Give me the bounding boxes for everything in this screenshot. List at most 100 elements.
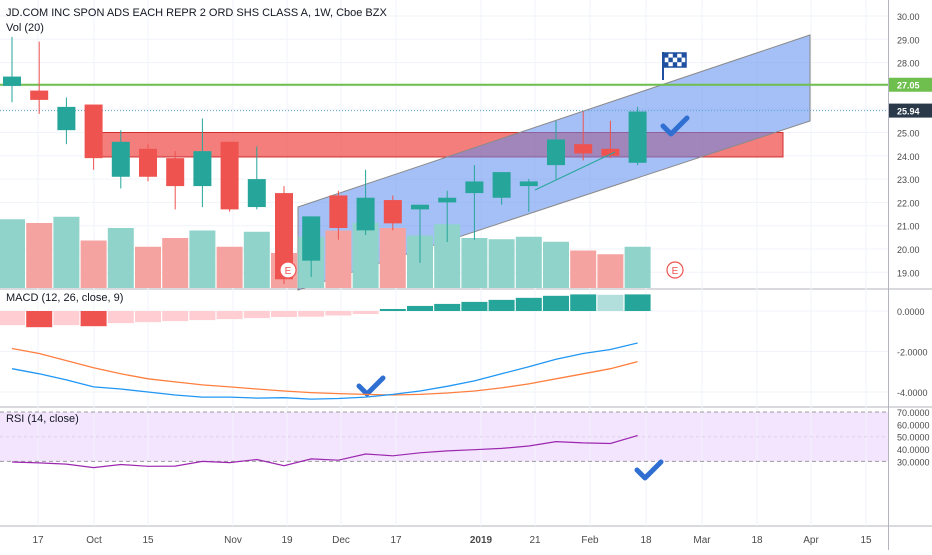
price-tick-label: 29.00 — [897, 35, 920, 45]
flag-icon — [668, 57, 673, 63]
volume-bar — [80, 240, 107, 288]
rsi-line — [11, 434, 638, 469]
rsi-tick-label: 60.0000 — [897, 420, 930, 430]
earnings-marker-label: E — [285, 266, 292, 277]
time-tick-label: Nov — [224, 535, 242, 546]
time-tick-label: 19 — [281, 535, 293, 546]
rsi-series — [11, 434, 638, 469]
volume-bar — [189, 230, 216, 288]
candle-body — [3, 76, 21, 86]
candle-body — [411, 204, 429, 210]
price-tick-label: 21.00 — [897, 222, 920, 232]
time-tick-label: Mar — [693, 535, 711, 546]
candle-body — [139, 148, 157, 177]
price-label-box — [889, 77, 932, 92]
time-tick-label: 15 — [860, 535, 872, 546]
price-tick-label: 24.00 — [897, 152, 920, 162]
candle-body — [601, 148, 620, 156]
rsi-tick-label: 40.0000 — [897, 445, 930, 455]
candle-body — [574, 144, 593, 154]
flag-icon — [672, 62, 678, 67]
time-tick-label: 21 — [529, 535, 541, 546]
time-tick-label: Apr — [803, 535, 819, 546]
volume-bar — [26, 223, 53, 288]
volume-bar — [325, 230, 352, 288]
macd-legend[interactable]: MACD (12, 26, close, 9) — [6, 292, 124, 304]
macd-histogram-bar — [597, 294, 624, 311]
macd-histogram-bar — [543, 295, 569, 311]
candles[interactable] — [3, 36, 647, 284]
time-tick-label: Oct — [86, 535, 102, 546]
macd-histogram-bar — [570, 294, 597, 311]
price-tick-label: 25.00 — [897, 129, 920, 139]
price-label-text: 27.05 — [897, 81, 920, 91]
checkmark-icon — [634, 459, 664, 481]
macd-histogram-bar — [325, 311, 352, 316]
rsi-tick-label: 30.0000 — [897, 457, 930, 467]
candle-body — [84, 104, 103, 159]
candle-body — [302, 216, 321, 261]
macd-histogram-bar — [624, 294, 651, 311]
macd-histogram-bar — [298, 311, 325, 317]
candle-body — [193, 151, 212, 187]
candle-body — [329, 195, 348, 229]
volume-bar — [135, 246, 161, 288]
flag-icon — [664, 62, 669, 67]
axes: 30.0029.0028.0027.0026.0025.0024.0023.00… — [32, 12, 932, 546]
candle-body — [547, 139, 565, 166]
time-tick-label: 15 — [142, 535, 154, 546]
volume-bar — [379, 228, 406, 288]
symbol-title[interactable]: JD.COM INC SPON ADS EACH REPR 2 ORD SHS … — [6, 7, 387, 19]
macd-series — [0, 294, 651, 400]
rsi-tick-label: 50.0000 — [897, 433, 930, 443]
macd-histogram-bar — [80, 311, 107, 327]
macd-histogram-bar — [26, 311, 53, 328]
candle-body — [356, 197, 375, 231]
macd-histogram-bar — [379, 308, 406, 311]
volume-bar — [53, 216, 80, 288]
volume-bar — [570, 250, 597, 288]
candle-body — [57, 106, 76, 131]
earnings-marker-label: E — [672, 266, 679, 277]
flag-icon — [677, 57, 682, 63]
macd-histogram-bar — [243, 311, 270, 319]
time-tick-label: 18 — [640, 535, 652, 546]
time-tick-label: 17 — [390, 535, 402, 546]
price-tick-label: 23.00 — [897, 175, 920, 185]
volume-bar — [0, 219, 25, 288]
candle-body — [275, 193, 293, 280]
candle-body — [383, 200, 402, 224]
macd-histogram-bar — [0, 311, 25, 326]
flag-icon — [681, 62, 686, 67]
macd-histogram-bar — [216, 311, 243, 320]
macd-histogram-bar — [107, 311, 134, 324]
price-tick-label: 20.00 — [897, 245, 920, 255]
candle-body — [519, 181, 538, 187]
volume-bar — [624, 246, 651, 288]
rsi-tick-label: 70.0000 — [897, 408, 930, 418]
time-tick-label: 18 — [751, 535, 763, 546]
macd-histogram-bar — [407, 305, 433, 311]
earnings-marker — [666, 261, 684, 279]
volume-bar — [461, 238, 488, 288]
price-label-text: 25.94 — [897, 107, 920, 117]
volume-bar — [162, 238, 189, 288]
volume-legend[interactable]: Vol (20) — [6, 22, 44, 34]
candle-body — [492, 172, 511, 198]
candle-body — [166, 158, 185, 187]
macd-histogram-bar — [434, 303, 461, 311]
candle-body — [111, 141, 130, 177]
rsi-legend[interactable]: RSI (14, close) — [6, 413, 79, 425]
volume-bar — [243, 231, 270, 288]
candle-body — [220, 141, 239, 210]
signal-line — [11, 347, 638, 396]
volume-bar — [107, 228, 134, 288]
candle-body — [628, 111, 647, 163]
volume-bar — [216, 246, 243, 288]
macd-tick-label: 0.0000 — [897, 307, 925, 317]
flag-icon — [672, 53, 678, 58]
time-tick-label: 17 — [32, 535, 44, 546]
